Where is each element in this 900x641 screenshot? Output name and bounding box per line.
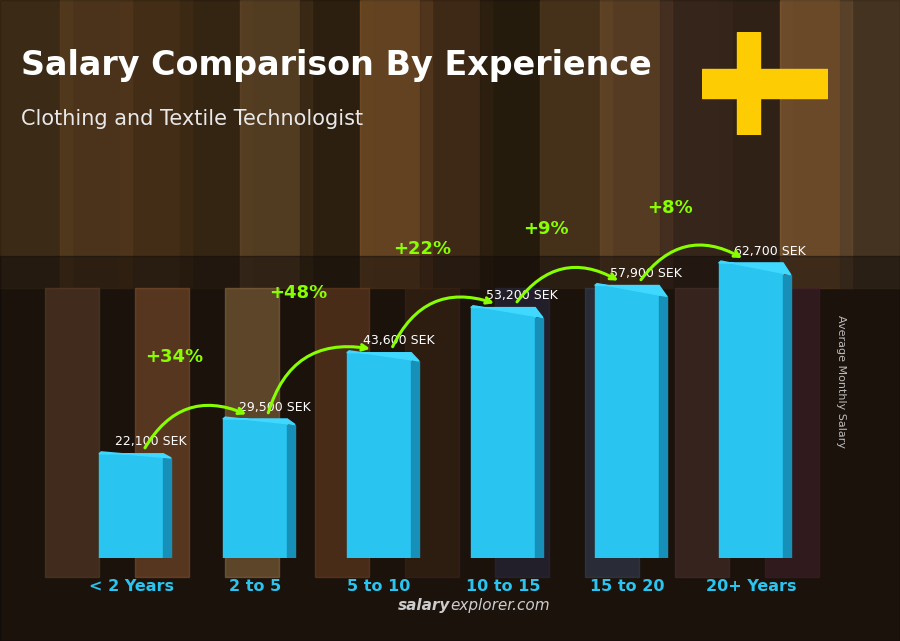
Bar: [300, 0, 372, 288]
Text: 53,200 SEK: 53,200 SEK: [486, 289, 558, 303]
Bar: [225, 288, 279, 577]
Bar: [45, 288, 99, 577]
Bar: [659, 296, 667, 558]
Bar: [315, 288, 369, 577]
Bar: [240, 0, 312, 288]
Bar: [702, 69, 828, 98]
Bar: [737, 32, 760, 135]
Text: < 2 Years: < 2 Years: [89, 579, 174, 594]
Text: 5 to 10: 5 to 10: [347, 579, 410, 594]
Bar: [495, 288, 549, 577]
Bar: [135, 288, 189, 577]
Bar: [287, 424, 295, 558]
Text: 57,900 SEK: 57,900 SEK: [610, 267, 682, 280]
Text: Salary Comparison By Experience: Salary Comparison By Experience: [21, 49, 652, 83]
Text: salary: salary: [398, 598, 450, 613]
Polygon shape: [471, 306, 543, 317]
Text: +8%: +8%: [647, 199, 693, 217]
Text: +9%: +9%: [524, 220, 569, 238]
Polygon shape: [346, 351, 419, 361]
Bar: [765, 288, 819, 577]
Bar: [718, 263, 783, 558]
Text: Clothing and Textile Technologist: Clothing and Textile Technologist: [21, 110, 364, 129]
Bar: [180, 0, 252, 288]
Bar: [99, 454, 164, 558]
Bar: [346, 353, 411, 558]
Bar: [420, 0, 492, 288]
Text: 43,600 SEK: 43,600 SEK: [363, 335, 434, 347]
Bar: [405, 288, 459, 577]
Bar: [675, 288, 729, 577]
Text: Average Monthly Salary: Average Monthly Salary: [836, 315, 847, 448]
Bar: [223, 419, 287, 558]
Text: 20+ Years: 20+ Years: [706, 579, 796, 594]
Bar: [471, 308, 536, 558]
Bar: [783, 275, 791, 558]
Polygon shape: [595, 283, 667, 296]
Polygon shape: [99, 452, 171, 458]
Text: 15 to 20: 15 to 20: [590, 579, 664, 594]
Bar: [0, 256, 900, 641]
Bar: [780, 0, 852, 288]
Bar: [536, 317, 543, 558]
Polygon shape: [718, 261, 791, 275]
Bar: [660, 0, 732, 288]
Bar: [600, 0, 672, 288]
Bar: [411, 361, 419, 558]
Text: explorer.com: explorer.com: [450, 598, 550, 613]
Bar: [480, 0, 552, 288]
Bar: [840, 0, 900, 288]
Bar: [585, 288, 639, 577]
Polygon shape: [223, 417, 295, 424]
Text: +48%: +48%: [269, 283, 328, 302]
Bar: [0, 0, 72, 288]
Bar: [720, 0, 792, 288]
Bar: [164, 458, 171, 558]
Bar: [60, 0, 132, 288]
Bar: [540, 0, 612, 288]
Text: 62,700 SEK: 62,700 SEK: [734, 245, 806, 258]
Text: 2 to 5: 2 to 5: [229, 579, 281, 594]
Text: 29,500 SEK: 29,500 SEK: [238, 401, 310, 413]
Text: 10 to 15: 10 to 15: [465, 579, 540, 594]
Bar: [360, 0, 432, 288]
Bar: [120, 0, 192, 288]
Text: +34%: +34%: [146, 348, 203, 366]
Text: 22,100 SEK: 22,100 SEK: [114, 435, 186, 449]
Bar: [595, 285, 659, 558]
Text: +22%: +22%: [393, 240, 452, 258]
